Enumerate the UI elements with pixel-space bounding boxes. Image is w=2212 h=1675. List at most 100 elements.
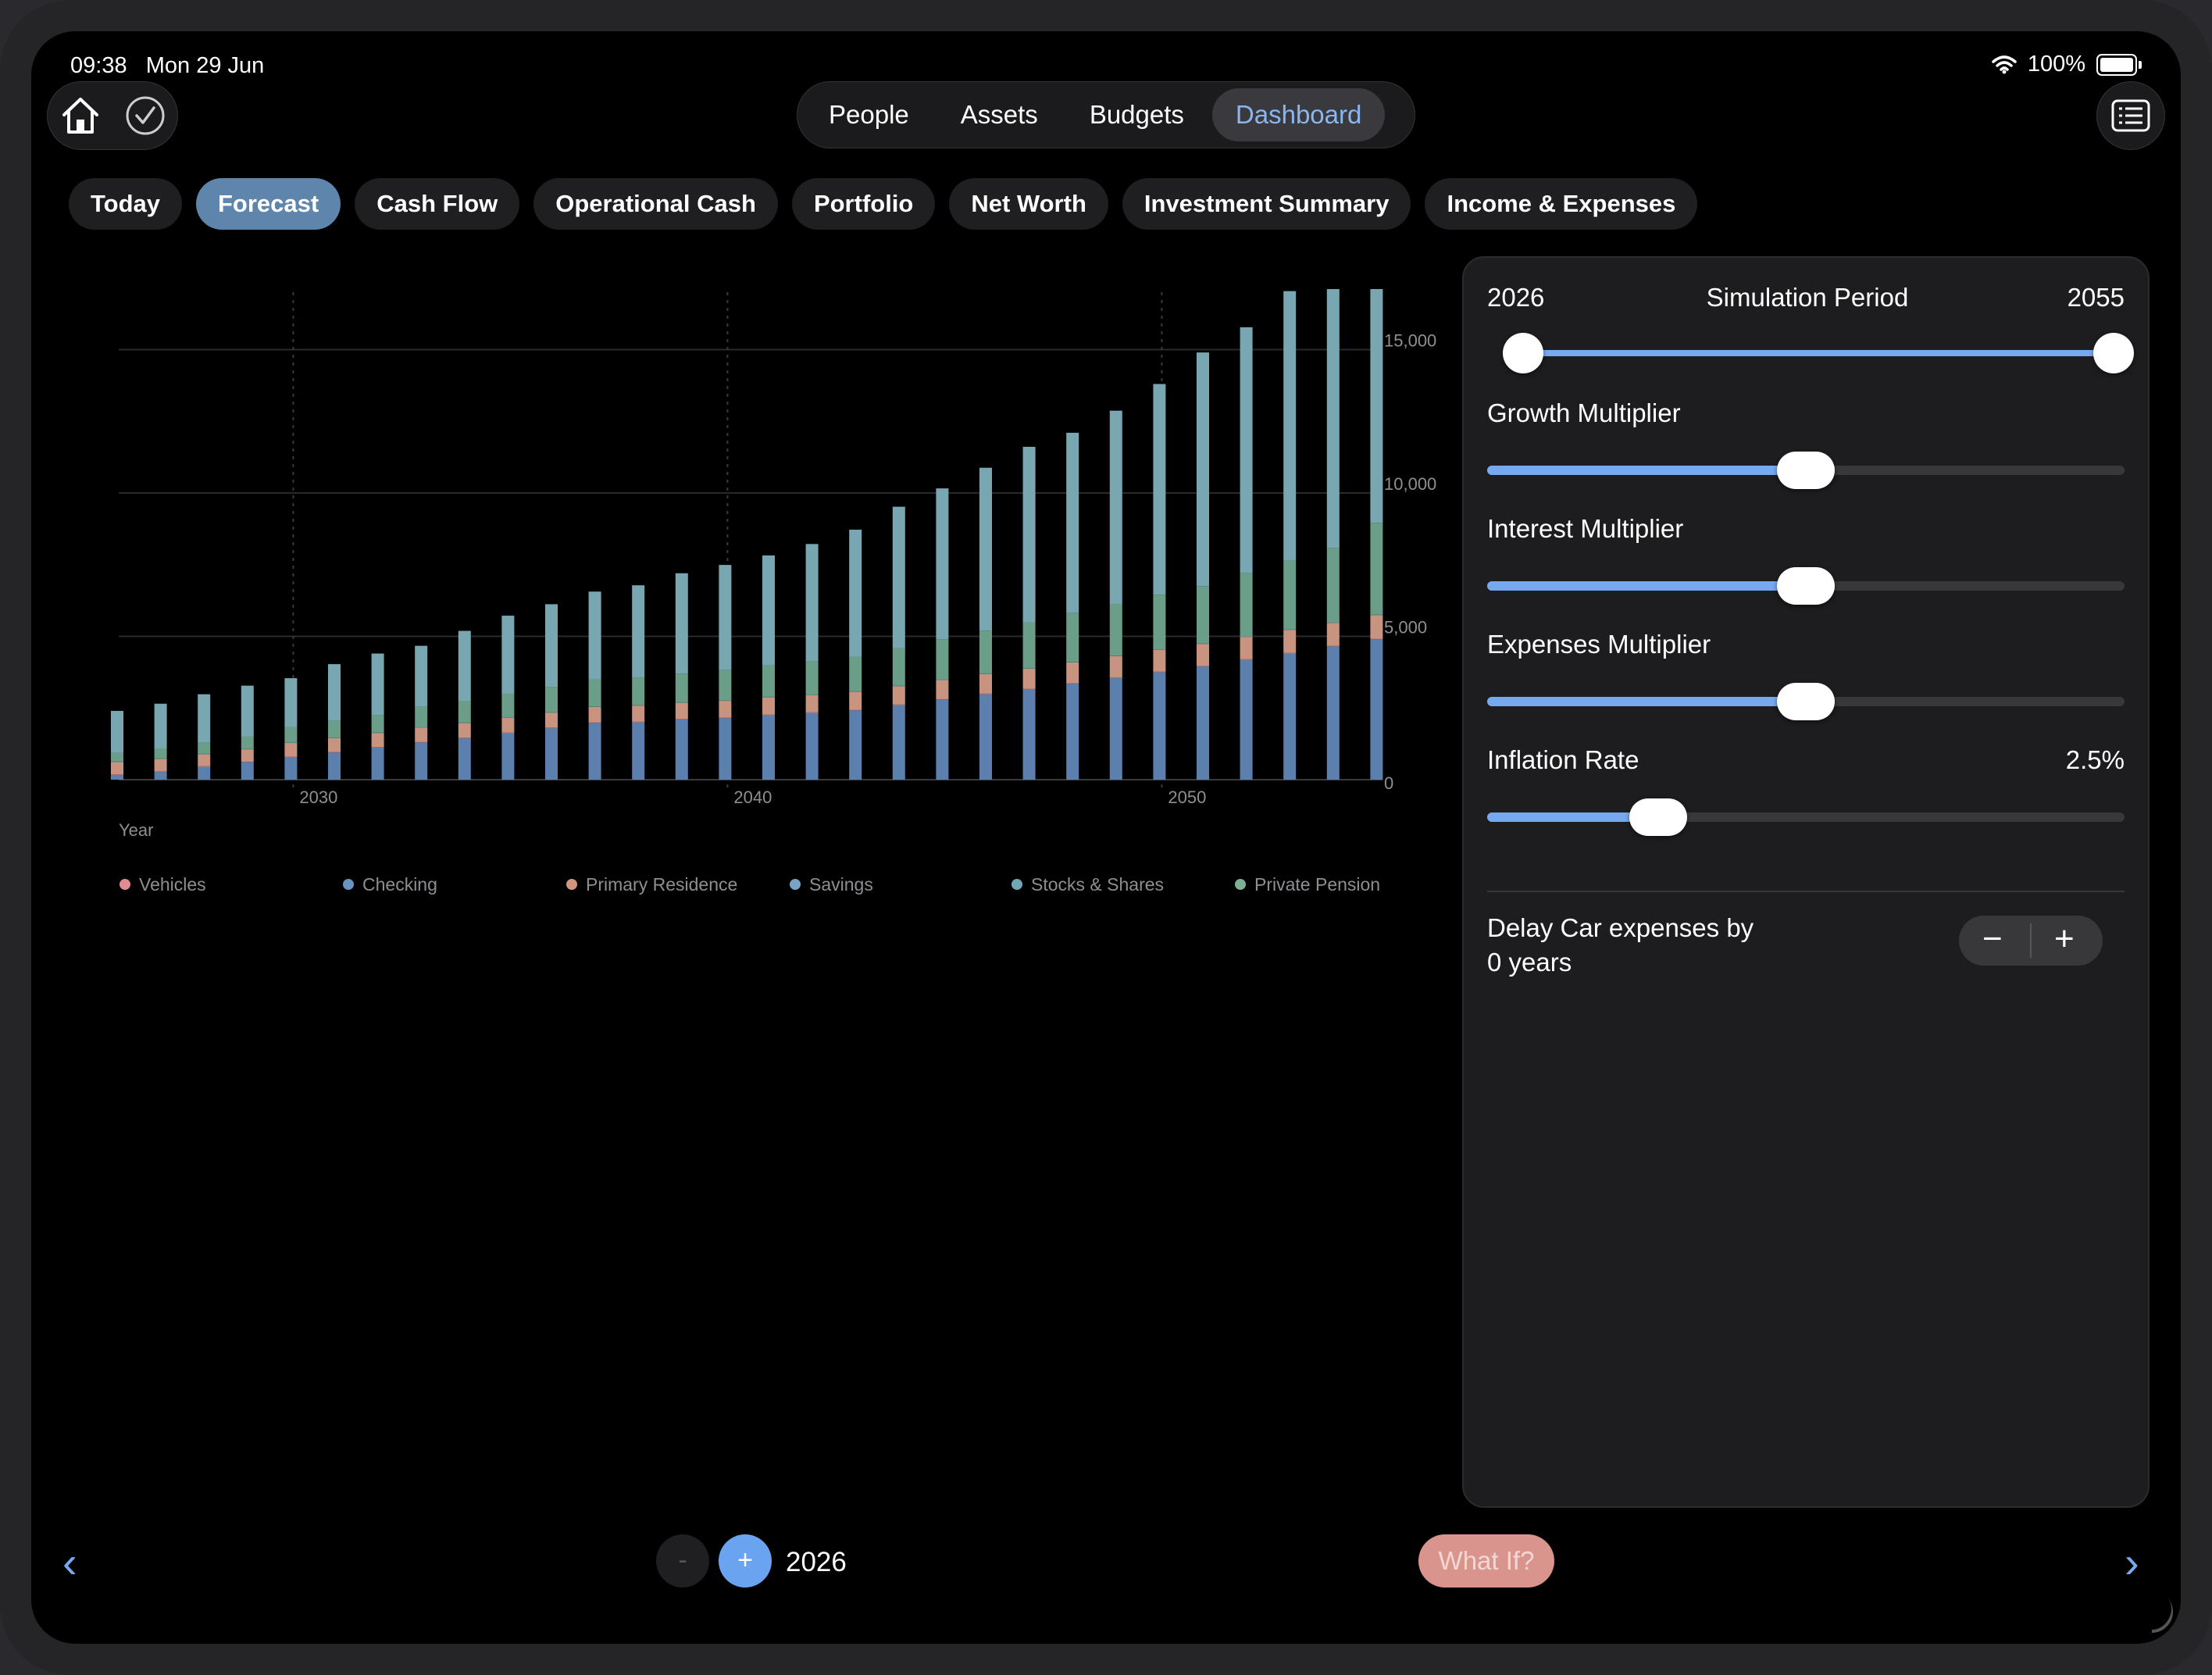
delay-car-label: Delay Car expenses by 0 years [1487, 911, 1754, 980]
bar-segment [545, 687, 558, 712]
bar-segment [979, 693, 992, 695]
sim-end-year: 2055 [2067, 283, 2125, 312]
bar-segment [1022, 689, 1036, 780]
tab-income-expenses[interactable]: Income & Expenses [1425, 178, 1698, 230]
legend-label: Savings [809, 874, 873, 895]
sim-start-year: 2026 [1487, 283, 1545, 312]
expenses-slider[interactable] [1487, 683, 2125, 720]
sim-start-handle[interactable] [1503, 333, 1543, 373]
bar-segment [632, 705, 645, 706]
sim-range-track [1525, 350, 2115, 356]
interest-slider[interactable] [1487, 567, 2125, 605]
bar-segment [111, 752, 123, 762]
bar-segment [371, 747, 384, 748]
interest-slider-fill [1487, 581, 1806, 591]
bar-segment [1240, 573, 1253, 637]
bar-segment [1109, 410, 1122, 605]
sim-end-handle[interactable] [2093, 333, 2134, 373]
bar-segment [936, 488, 949, 640]
year-increment-button[interactable]: + [719, 1534, 772, 1588]
bar-segment [241, 685, 254, 737]
bar-segment [805, 712, 819, 713]
bar-segment [284, 743, 298, 757]
status-bar: 09:38 Mon 29 Jun 100% [70, 42, 2142, 81]
nav-budgets[interactable]: Budgets [1089, 100, 1184, 129]
status-time-date: 09:38 Mon 29 Jun [70, 53, 264, 79]
tab-net-worth[interactable]: Net Worth [949, 178, 1108, 230]
legend-label: Stocks & Shares [1031, 874, 1164, 895]
bar-segment [371, 715, 384, 733]
legend-swatch [566, 879, 577, 890]
bar-segment [675, 702, 688, 703]
bar-segment [1197, 352, 1209, 587]
bar-segment [415, 706, 428, 727]
bar-segment [458, 630, 471, 702]
year-decrement-button[interactable]: - [656, 1534, 709, 1588]
bar-segment [1022, 688, 1036, 690]
bar-segment [154, 771, 167, 780]
stepper-minus-button[interactable]: − [1982, 920, 2003, 958]
y-tick-label: 10,000 [1384, 474, 1436, 494]
what-if-panel: 2026 Simulation Period 2055 Growth Multi… [1462, 256, 2150, 1508]
stepper-plus-button[interactable]: + [2054, 920, 2075, 958]
growth-slider[interactable] [1487, 452, 2125, 489]
bar-segment [1283, 652, 1297, 654]
tab-forecast[interactable]: Forecast [196, 178, 341, 230]
bar-segment [1197, 644, 1209, 666]
tab-operational-cash[interactable]: Operational Cash [533, 178, 778, 230]
prev-page-button[interactable]: ‹ [62, 1538, 77, 1587]
nav-people[interactable]: People [829, 100, 909, 129]
delay-car-label-line1: Delay Car expenses by [1487, 913, 1754, 942]
tab-cash-flow[interactable]: Cash Flow [355, 178, 520, 230]
bar-segment [849, 710, 862, 780]
checkmark-circle-icon[interactable] [124, 95, 166, 137]
bar-segment [154, 770, 167, 772]
tab-today[interactable]: Today [69, 178, 182, 230]
bar-segment [588, 706, 601, 723]
bar-segment [545, 604, 558, 688]
bar-segment [936, 639, 949, 680]
next-page-button[interactable]: › [2125, 1538, 2139, 1587]
bar-segment [111, 774, 123, 780]
bar-segment [632, 705, 645, 722]
bar-segment [284, 678, 298, 727]
battery-tip [2139, 60, 2142, 69]
bar-segment [892, 705, 905, 780]
bar-segment [501, 732, 515, 734]
nav-assets[interactable]: Assets [960, 100, 1038, 129]
bar-segment [588, 723, 601, 780]
bar-segment [849, 691, 862, 710]
interest-slider-knob[interactable] [1777, 567, 1835, 605]
x-tick-label: 2050 [1168, 788, 1206, 807]
bar-segment [1197, 586, 1209, 644]
y-tick-label: 5,000 [1384, 618, 1427, 638]
bar-segment [1109, 604, 1122, 656]
bar-segment [1240, 636, 1253, 638]
bar-segment [1153, 649, 1166, 650]
bar-segment [588, 679, 601, 707]
list-icon[interactable] [2111, 99, 2150, 132]
growth-slider-knob[interactable] [1777, 452, 1835, 489]
inflation-slider-knob[interactable] [1629, 798, 1687, 836]
bar-segment [979, 630, 992, 674]
bar-segment [1283, 560, 1297, 630]
bar-segment [936, 698, 949, 700]
nav-dashboard[interactable]: Dashboard [1211, 88, 1386, 141]
legend-swatch [790, 879, 801, 890]
what-if-button[interactable]: What If? [1418, 1534, 1554, 1588]
bar-segment [1370, 638, 1383, 640]
bar-segment [588, 706, 601, 707]
home-icon[interactable] [59, 95, 102, 137]
inflation-slider[interactable] [1487, 798, 2125, 836]
bar-segment [1240, 637, 1253, 659]
bar-segment [1283, 653, 1297, 780]
battery-icon [2096, 53, 2137, 76]
tab-portfolio[interactable]: Portfolio [791, 178, 936, 230]
expenses-slider-knob[interactable] [1777, 683, 1835, 720]
bar-segment [284, 757, 298, 780]
bar-segment [979, 673, 992, 694]
tab-investment-summary[interactable]: Investment Summary [1122, 178, 1411, 230]
bar-segment [1153, 649, 1166, 672]
bar-segment [1370, 523, 1383, 615]
bar-segment [805, 712, 819, 780]
